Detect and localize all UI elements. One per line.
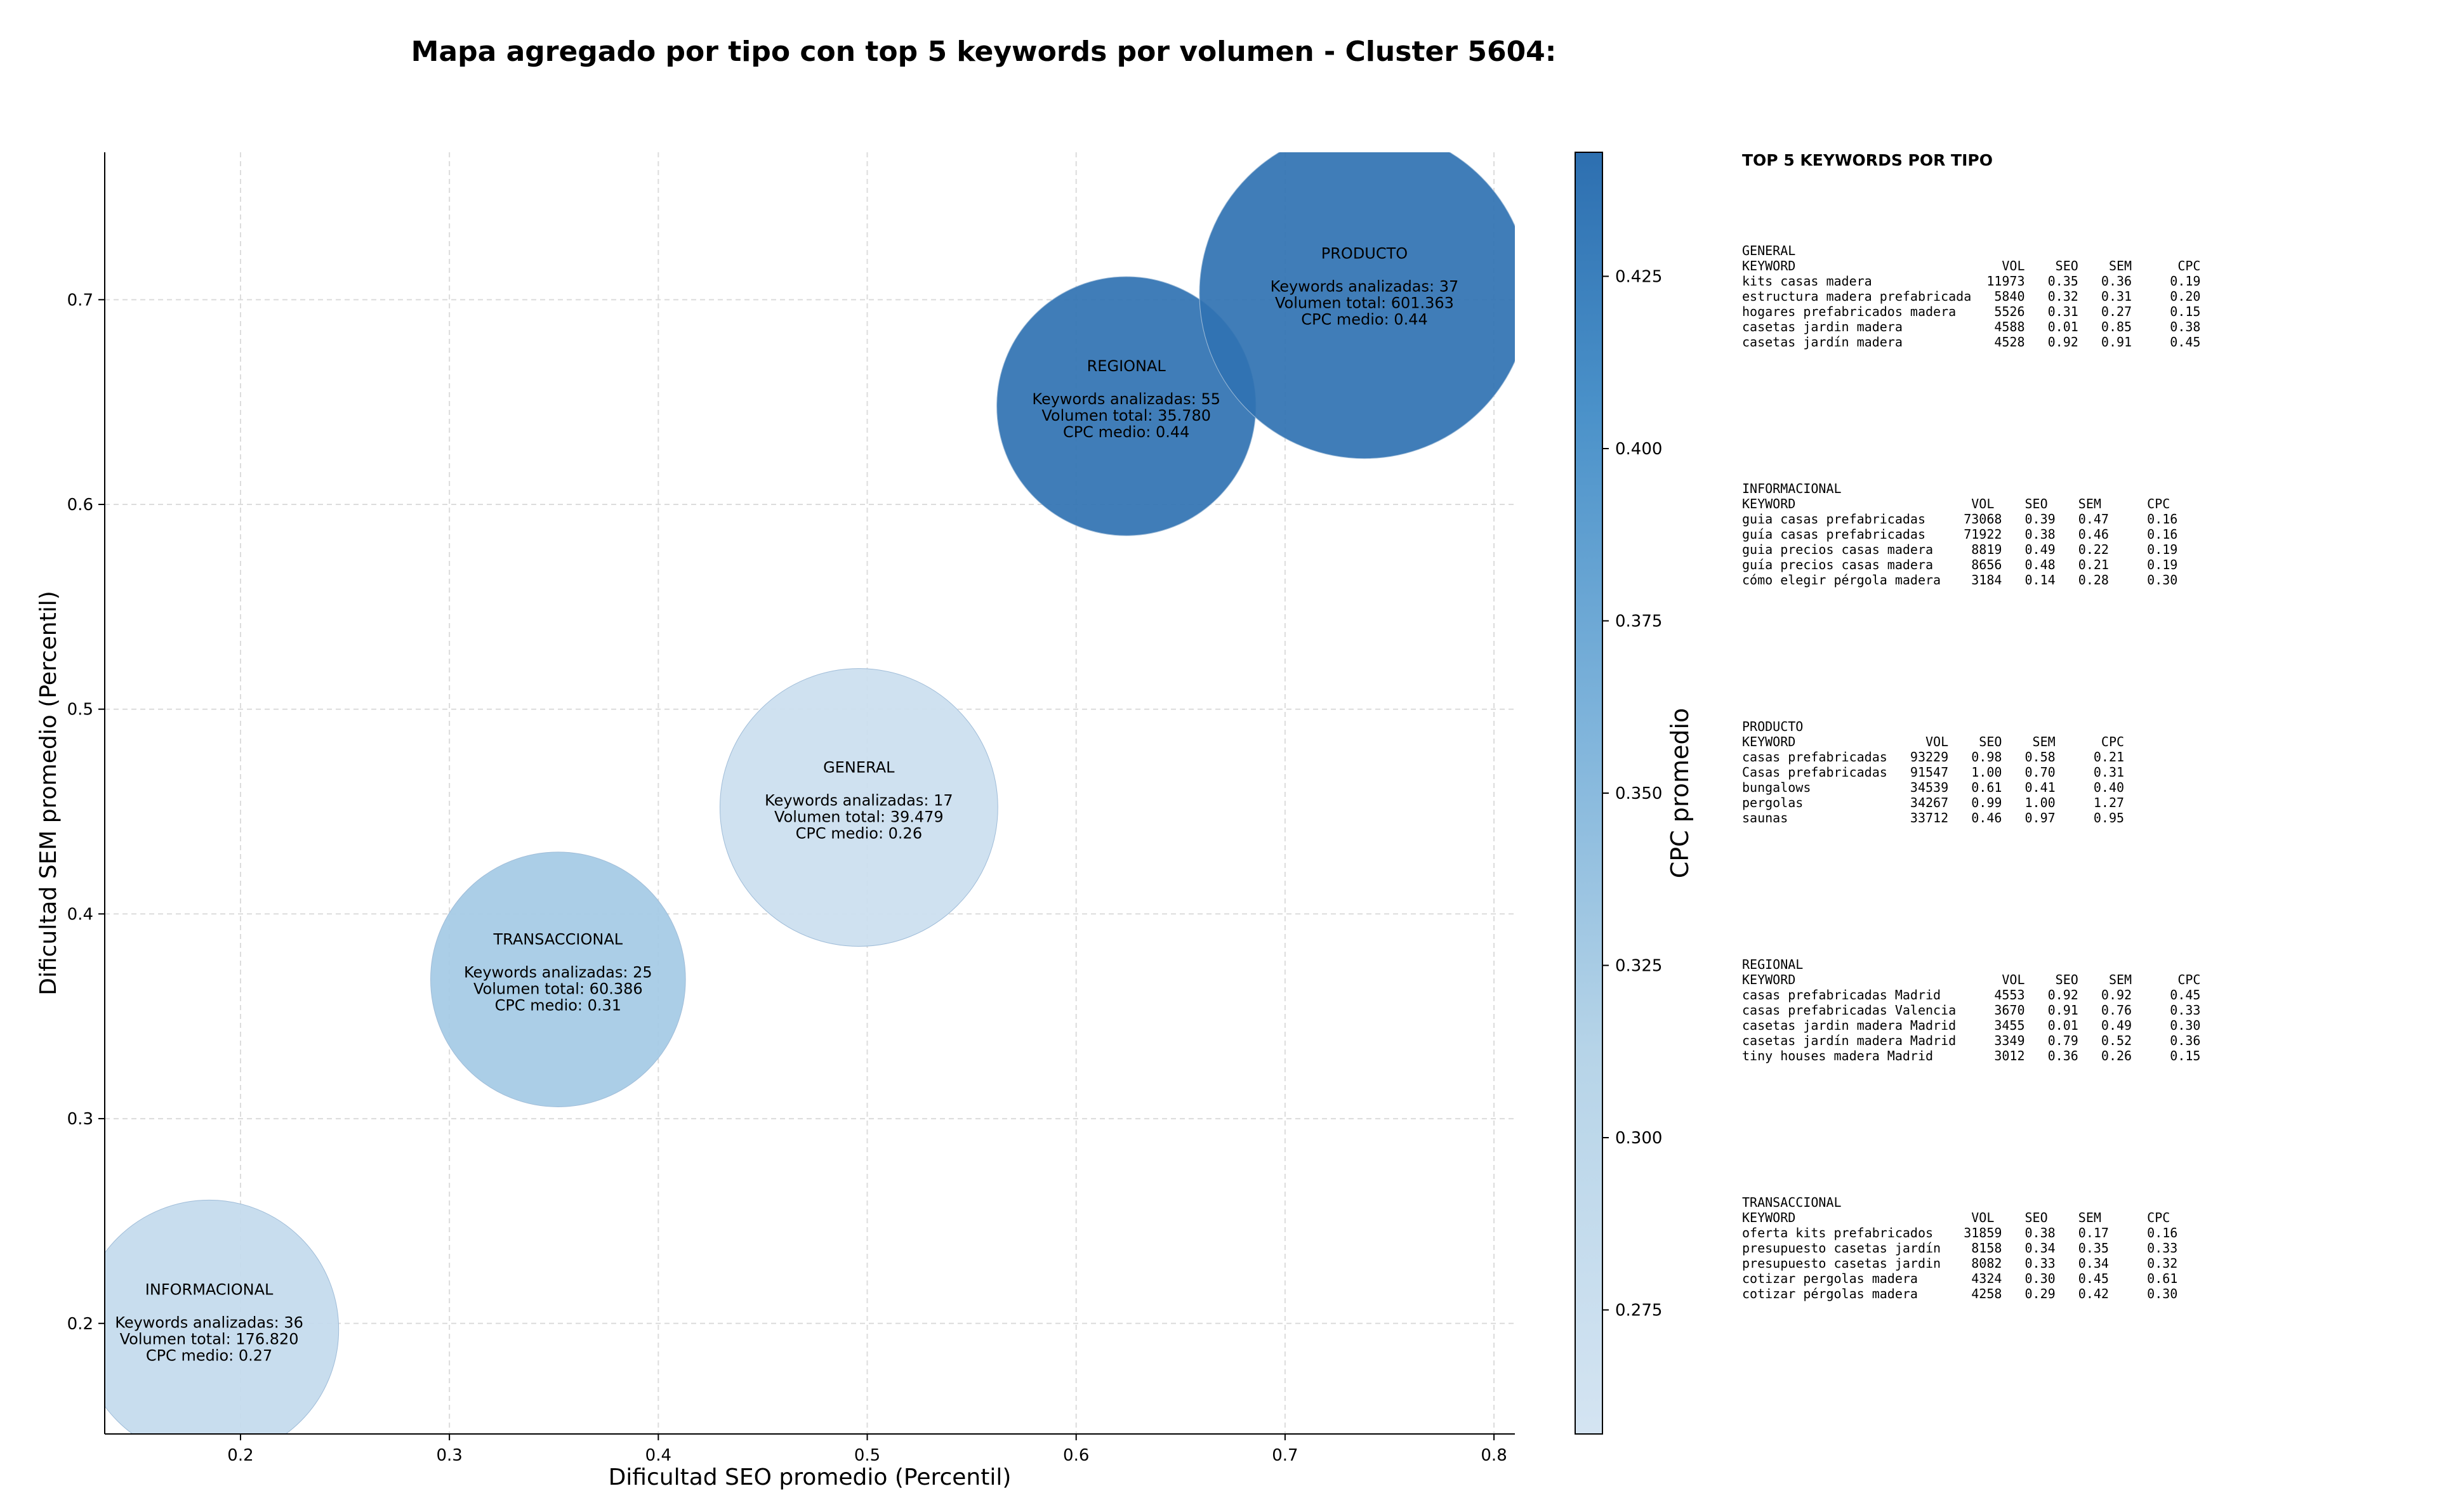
bubble-stat-general: Keywords analizadas: 17 [765, 792, 953, 810]
bubble-producto [1199, 152, 1515, 459]
keyword-row: guía precios casas madera 8656 0.48 0.21… [1742, 557, 2178, 572]
y-tick-label: 0.5 [67, 700, 93, 720]
keyword-block-informacional: INFORMACIONAL KEYWORD VOL SEO SEM CPC guia… [1742, 481, 2415, 588]
bubble-stat-general: CPC medio: 0.26 [796, 825, 923, 843]
colorbar-tick-label: 0.325 [1615, 957, 1662, 976]
keyword-block-title: INFORMACIONAL [1742, 481, 1842, 496]
keyword-row: KEYWORD VOL SEO SEM CPC [1742, 496, 2170, 511]
y-tick-label: 0.6 [67, 496, 93, 515]
keyword-row: casas prefabricadas Madrid 4553 0.92 0.9… [1742, 987, 2201, 1003]
x-axis-label: Dificultad SEO promedio (Percentil) [609, 1464, 1012, 1490]
y-tick-label: 0.3 [67, 1110, 93, 1129]
keyword-row: cómo elegir pérgola madera 3184 0.14 0.2… [1742, 572, 2178, 588]
keyword-row: presupuesto casetas jardin 8082 0.33 0.3… [1742, 1256, 2178, 1271]
colorbar-tick-label: 0.300 [1615, 1129, 1662, 1148]
keyword-block-transaccional: TRANSACCIONAL KEYWORD VOL SEO SEM CPC ofer… [1742, 1195, 2415, 1301]
bubble-stat-producto: Volumen total: 601.363 [1275, 294, 1454, 312]
colorbar-ticks: 0.275 0.300 0.325 0.350 0.375 0.400 0.425 [1602, 267, 1662, 1320]
bubble-transaccional [430, 851, 686, 1107]
keyword-row: presupuesto casetas jardín 8158 0.34 0.3… [1742, 1240, 2178, 1256]
keyword-block-general: GENERAL KEYWORD VOL SEO SEM CPC kits casas… [1742, 243, 2415, 350]
x-tick-label: 0.2 [227, 1446, 253, 1465]
keyword-row: guia precios casas madera 8819 0.49 0.22… [1742, 542, 2178, 557]
x-tick-label: 0.5 [854, 1446, 880, 1465]
bubble-stat-general: Volumen total: 39.479 [774, 808, 944, 826]
bubble-stat-informacional: Volumen total: 176.820 [120, 1330, 299, 1348]
top-keywords-panel: TOP 5 KEYWORDS POR TIPO GENERAL KEYWORD V… [1742, 151, 2415, 1301]
x-tick-label: 0.4 [645, 1446, 671, 1465]
keyword-row: casas prefabricadas 93229 0.98 0.58 0.21 [1742, 749, 2125, 765]
keyword-row: casetas jardín madera 4528 0.92 0.91 0.4… [1742, 334, 2201, 350]
bubble-label-producto: PRODUCTO [1321, 245, 1408, 263]
keyword-row: Casas prefabricadas 91547 1.00 0.70 0.31 [1742, 765, 2125, 780]
keyword-block-title: TRANSACCIONAL [1742, 1195, 1842, 1210]
bubble-stat-regional: Keywords analizadas: 55 [1032, 390, 1220, 408]
bubble-general [719, 668, 998, 947]
bubble-stat-transaccional: CPC medio: 0.31 [495, 997, 622, 1015]
keyword-row: casetas jardin madera Madrid 3455 0.01 0… [1742, 1018, 2201, 1033]
keyword-row: hogares prefabricados madera 5526 0.31 0… [1742, 304, 2201, 319]
bubble-stat-regional: Volumen total: 35.780 [1041, 407, 1211, 424]
axis-ticks: 0.2 0.3 0.4 0.5 0.6 0.7 0.8 0.2 0.3 0.4 0.5 0.6 0.7 [67, 291, 1507, 1465]
keyword-row: guia casas prefabricadas 73068 0.39 0.47… [1742, 511, 2178, 527]
y-tick-label: 0.2 [67, 1315, 93, 1334]
colorbar-tick-label: 0.275 [1615, 1301, 1662, 1320]
bubble-stat-producto: CPC medio: 0.44 [1301, 311, 1428, 329]
chart-title: Mapa agregado por tipo con top 5 keyword… [411, 36, 1557, 68]
keyword-block-regional: REGIONAL KEYWORD VOL SEO SEM CPC casas pre… [1742, 957, 2415, 1063]
colorbar-tick-label: 0.425 [1615, 267, 1662, 286]
keyword-row: kits casas madera 11973 0.35 0.36 0.19 [1742, 273, 2201, 289]
keyword-row: KEYWORD VOL SEO SEM CPC [1742, 734, 2125, 749]
bubble-label-general: GENERAL [823, 759, 895, 777]
bubble-stat-producto: Keywords analizadas: 37 [1271, 278, 1459, 296]
colorbar-tick-label: 0.400 [1615, 440, 1662, 459]
y-tick-label: 0.4 [67, 905, 93, 924]
keyword-row: KEYWORD VOL SEO SEM CPC [1742, 972, 2201, 987]
keyword-block-title: REGIONAL [1742, 957, 1804, 972]
keyword-row: saunas 33712 0.46 0.97 0.95 [1742, 810, 2125, 825]
axes [104, 152, 1515, 1435]
colorbar-tick-label: 0.350 [1615, 784, 1662, 803]
bubble-stat-transaccional: Volumen total: 60.386 [473, 980, 643, 998]
y-tick-label: 0.7 [67, 291, 93, 310]
x-tick-label: 0.7 [1272, 1446, 1298, 1465]
keyword-blocks: GENERAL KEYWORD VOL SEO SEM CPC kits casas… [1742, 243, 2415, 1301]
x-tick-label: 0.6 [1063, 1446, 1089, 1465]
keyword-block-title: PRODUCTO [1742, 719, 1804, 734]
y-axis-label: Dificultad SEM promedio (Percentil) [36, 591, 62, 996]
keyword-row: casas prefabricadas Valencia 3670 0.91 0… [1742, 1003, 2201, 1018]
keyword-row: KEYWORD VOL SEO SEM CPC [1742, 258, 2201, 273]
bubble-label-regional: REGIONAL [1087, 357, 1166, 375]
bubble-stat-informacional: CPC medio: 0.27 [146, 1346, 273, 1364]
colorbar-label: CPC promedio [1666, 708, 1694, 879]
keyword-block-producto: PRODUCTO KEYWORD VOL SEO SEM CPC casas pre… [1742, 719, 2415, 825]
colorbar-tick-label: 0.375 [1615, 612, 1662, 631]
keyword-row: oferta kits prefabricados 31859 0.38 0.1… [1742, 1225, 2178, 1240]
keyword-row: bungalows 34539 0.61 0.41 0.40 [1742, 780, 2125, 795]
bubble-label-informacional: INFORMACIONAL [145, 1280, 274, 1298]
x-tick-label: 0.8 [1481, 1446, 1507, 1465]
x-tick-label: 0.3 [436, 1446, 462, 1465]
top-keywords-heading: TOP 5 KEYWORDS POR TIPO [1742, 151, 1993, 169]
keyword-row: KEYWORD VOL SEO SEM CPC [1742, 1210, 2170, 1225]
keyword-row: cotizar pergolas madera 4324 0.30 0.45 0… [1742, 1271, 2178, 1286]
keyword-row: guía casas prefabricadas 71922 0.38 0.46… [1742, 527, 2178, 542]
keyword-row: casetas jardín madera Madrid 3349 0.79 0… [1742, 1033, 2201, 1048]
bubble-label-transaccional: TRANSACCIONAL [493, 931, 623, 949]
keyword-row: cotizar pérgolas madera 4258 0.29 0.42 0… [1742, 1286, 2178, 1301]
keyword-block-title: GENERAL [1742, 243, 1796, 258]
keyword-row: estructura madera prefabricada 5840 0.32… [1742, 289, 2201, 304]
keyword-row: tiny houses madera Madrid 3012 0.36 0.26… [1742, 1048, 2201, 1063]
bubble-stat-informacional: Keywords analizadas: 36 [115, 1313, 303, 1331]
colorbar [1575, 152, 1603, 1435]
keyword-row: pergolas 34267 0.99 1.00 1.27 [1742, 795, 2125, 810]
keyword-row: casetas jardin madera 4588 0.01 0.85 0.3… [1742, 319, 2201, 334]
bubble-informacional [105, 1199, 340, 1434]
bubble-stat-transaccional: Keywords analizadas: 25 [464, 964, 652, 982]
bubble-stat-regional: CPC medio: 0.44 [1063, 423, 1190, 441]
bubbles [105, 152, 1515, 1434]
